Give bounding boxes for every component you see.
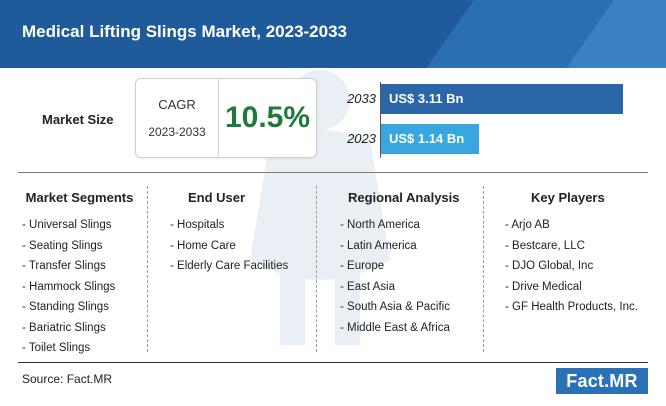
bar-value-label: US$ 3.11 Bn	[389, 91, 464, 106]
factmr-logo[interactable]: Fact.MR	[556, 368, 648, 394]
cagr-value: 10.5%	[224, 101, 311, 134]
column-key-players: Key Players - Arjo AB - Bestcare, LLC - DJ…	[505, 190, 650, 318]
section-divider	[18, 172, 648, 173]
list-item: - Seating Slings	[22, 239, 103, 252]
column-separator	[483, 186, 484, 352]
list-item: - Middle East & Africa	[340, 321, 450, 334]
cagr-label: CAGR	[158, 97, 196, 112]
list-item: - North America	[340, 219, 420, 231]
cagr-period: 2023-2033	[148, 125, 206, 139]
column-separator	[147, 186, 148, 352]
list-item: - Hospitals	[170, 219, 225, 231]
list-item: - South Asia & Pacific	[340, 301, 450, 313]
column-heading: Regional Analysis	[348, 190, 460, 205]
column-separator	[316, 186, 317, 352]
bar-value-label: US$ 1.14 Bn	[389, 131, 465, 146]
list-item: - Home Care	[170, 239, 236, 252]
list-item: - Latin America	[340, 239, 417, 252]
list-item: - Europe	[340, 260, 385, 272]
list-item: - Universal Slings	[22, 219, 112, 231]
footer-divider	[18, 362, 648, 363]
header-banner: Medical Lifting Slings Market, 2023-2033	[0, 0, 666, 68]
chart-axis	[380, 82, 381, 158]
market-value-bar-chart: 2033 US$ 3.11 Bn 2023 US$ 1.14 Bn	[330, 78, 640, 158]
list-item: - Standing Slings	[22, 301, 109, 313]
list-item: - Transfer Slings	[22, 260, 106, 272]
list-item: - Drive Medical	[505, 280, 582, 293]
bar-year-label: 2033	[347, 91, 376, 106]
list-item: - Bestcare, LLC	[505, 239, 585, 252]
bar-2033: US$ 3.11 Bn	[381, 84, 623, 114]
cagr-divider	[218, 79, 219, 157]
list-item: - Toilet Slings	[22, 342, 91, 354]
list-item: - DJO Global, Inc	[505, 260, 594, 272]
column-heading: Key Players	[531, 190, 605, 205]
source-note: Source: Fact.MR	[22, 372, 113, 386]
list-item: - East Asia	[340, 280, 395, 293]
column-market-segments: Market Segments - Universal Slings - Seat…	[22, 190, 137, 359]
bar-year-label: 2023	[347, 131, 376, 146]
column-heading: Market Segments	[25, 190, 134, 205]
bar-2023: US$ 1.14 Bn	[381, 124, 479, 154]
list-item: - GF Health Products, Inc.	[505, 301, 638, 313]
list-item: - Hammock Slings	[22, 280, 116, 293]
list-item: - Arjo AB	[505, 219, 550, 231]
list-item: - Bariatric Slings	[22, 321, 106, 334]
list-item: - Elderly Care Facilities	[170, 260, 289, 272]
page-title: Medical Lifting Slings Market, 2023-2033	[22, 22, 348, 41]
column-heading: End User	[188, 190, 246, 205]
column-regional-analysis: Regional Analysis - North America - Latin…	[340, 190, 470, 338]
column-end-user: End User - Hospitals - Home Care - Elderly…	[170, 190, 290, 277]
cagr-card: CAGR 2023-2033 10.5%	[135, 78, 317, 158]
market-size-label: Market Size	[42, 112, 114, 127]
